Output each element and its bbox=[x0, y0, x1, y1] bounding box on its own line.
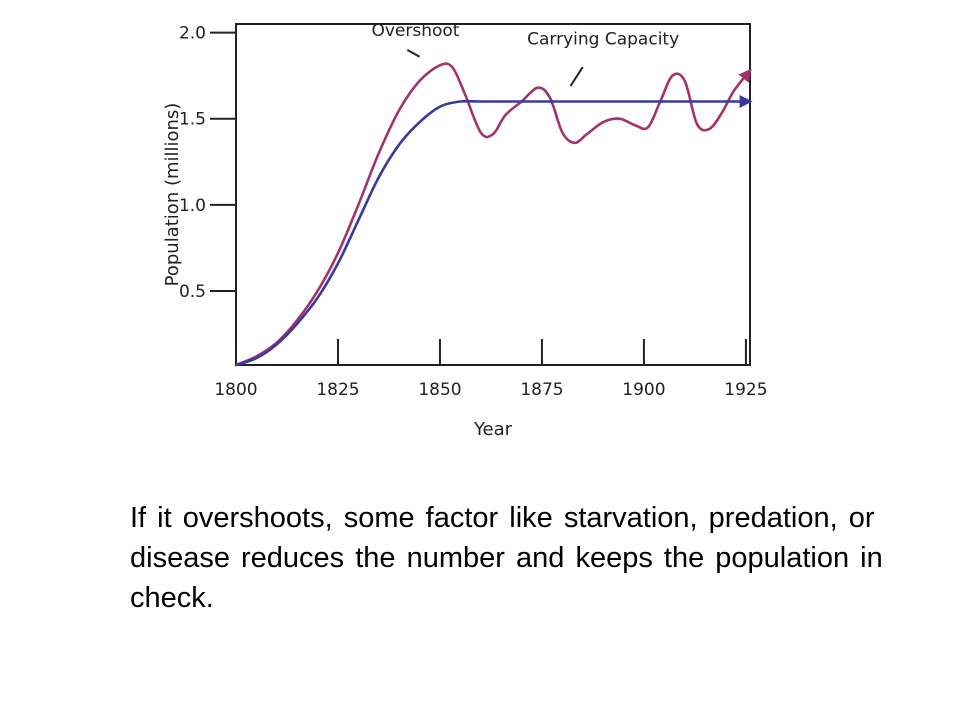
x-axis-title: Year bbox=[473, 419, 513, 440]
y-tick-label: 1.0 bbox=[179, 196, 206, 216]
y-tick-label: 0.5 bbox=[179, 282, 206, 302]
x-tick-label: 1850 bbox=[418, 380, 461, 400]
plot-frame bbox=[235, 23, 751, 366]
x-tick-label: 1875 bbox=[520, 380, 563, 400]
caption-text: If it overshoots, some factor like starv… bbox=[130, 502, 883, 614]
x-tick-label: 1800 bbox=[214, 380, 257, 400]
population-chart: 0.5 1.0 1.5 2.0 1800 1825 1850 1875 1900 1925 Year… bbox=[150, 20, 770, 450]
series-line-overshoot bbox=[234, 62, 752, 367]
x-tick-label: 1825 bbox=[316, 380, 359, 400]
y-tick-label: 2.0 bbox=[179, 24, 206, 44]
annotation-pointer-carrying-capacity bbox=[569, 66, 584, 87]
annotation-label-carrying-capacity: Carrying Capacity bbox=[527, 30, 679, 50]
y-axis-title: Population (millions) bbox=[162, 103, 183, 287]
x-tick-label: 1925 bbox=[724, 380, 767, 400]
annotation-pointer-overshoot bbox=[406, 48, 421, 58]
x-tick-label: 1900 bbox=[622, 380, 665, 400]
annotation-label-overshoot: Overshoot bbox=[371, 21, 459, 41]
chart-svg: 0.5 1.0 1.5 2.0 1800 1825 1850 1875 1900 1925 Year… bbox=[162, 21, 768, 440]
y-tick-label: 1.5 bbox=[179, 110, 206, 130]
series-line-carrying-capacity bbox=[234, 95, 753, 367]
